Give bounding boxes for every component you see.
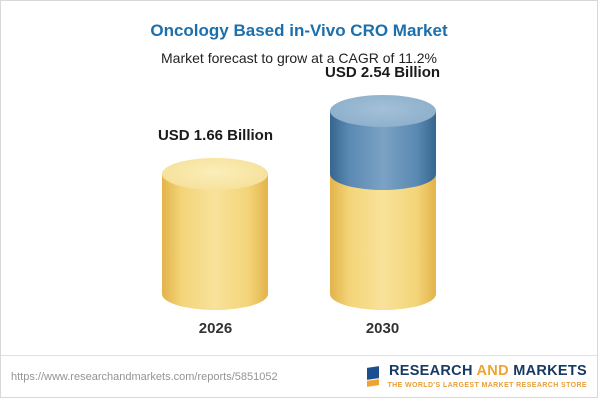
logo-wordmark: RESEARCH AND MARKETS	[388, 363, 587, 380]
bar-2026-cylinder	[162, 158, 269, 310]
value-label-2030: USD 2.54 Billion	[325, 64, 441, 81]
bar-group-2030: USD 2.54 Billion 2030	[325, 64, 440, 337]
bar-group-2026: USD 1.66 Billion 2026	[158, 127, 273, 337]
bar-2030-cylinder	[329, 95, 436, 310]
logo-icon	[365, 365, 381, 388]
source-url[interactable]: https://www.researchandmarkets.com/repor…	[11, 370, 278, 383]
chart-title: Oncology Based in-Vivo CRO Market	[150, 21, 448, 40]
logo-tagline: THE WORLD'S LARGEST MARKET RESEARCH STOR…	[387, 381, 587, 389]
cylinder-top-2026	[162, 158, 269, 190]
x-axis-label-2030: 2030	[365, 320, 400, 337]
value-label-2026: USD 1.66 Billion	[157, 127, 273, 144]
cylinder-base-segment-2030	[329, 174, 436, 310]
chart-subtitle: Market forecast to grow at a CAGR of 11.…	[161, 50, 437, 66]
chart-area: USD 1.66 Billion 2026 USD 2.54 Billion 2…	[1, 64, 597, 337]
x-axis-label-2026: 2026	[198, 320, 233, 337]
cylinder-body-2026	[162, 174, 269, 310]
research-and-markets-logo[interactable]: RESEARCH AND MARKETS THE WORLD'S LARGEST…	[365, 363, 587, 389]
footer: https://www.researchandmarkets.com/repor…	[1, 355, 597, 397]
cylinder-top-2030	[329, 95, 436, 127]
